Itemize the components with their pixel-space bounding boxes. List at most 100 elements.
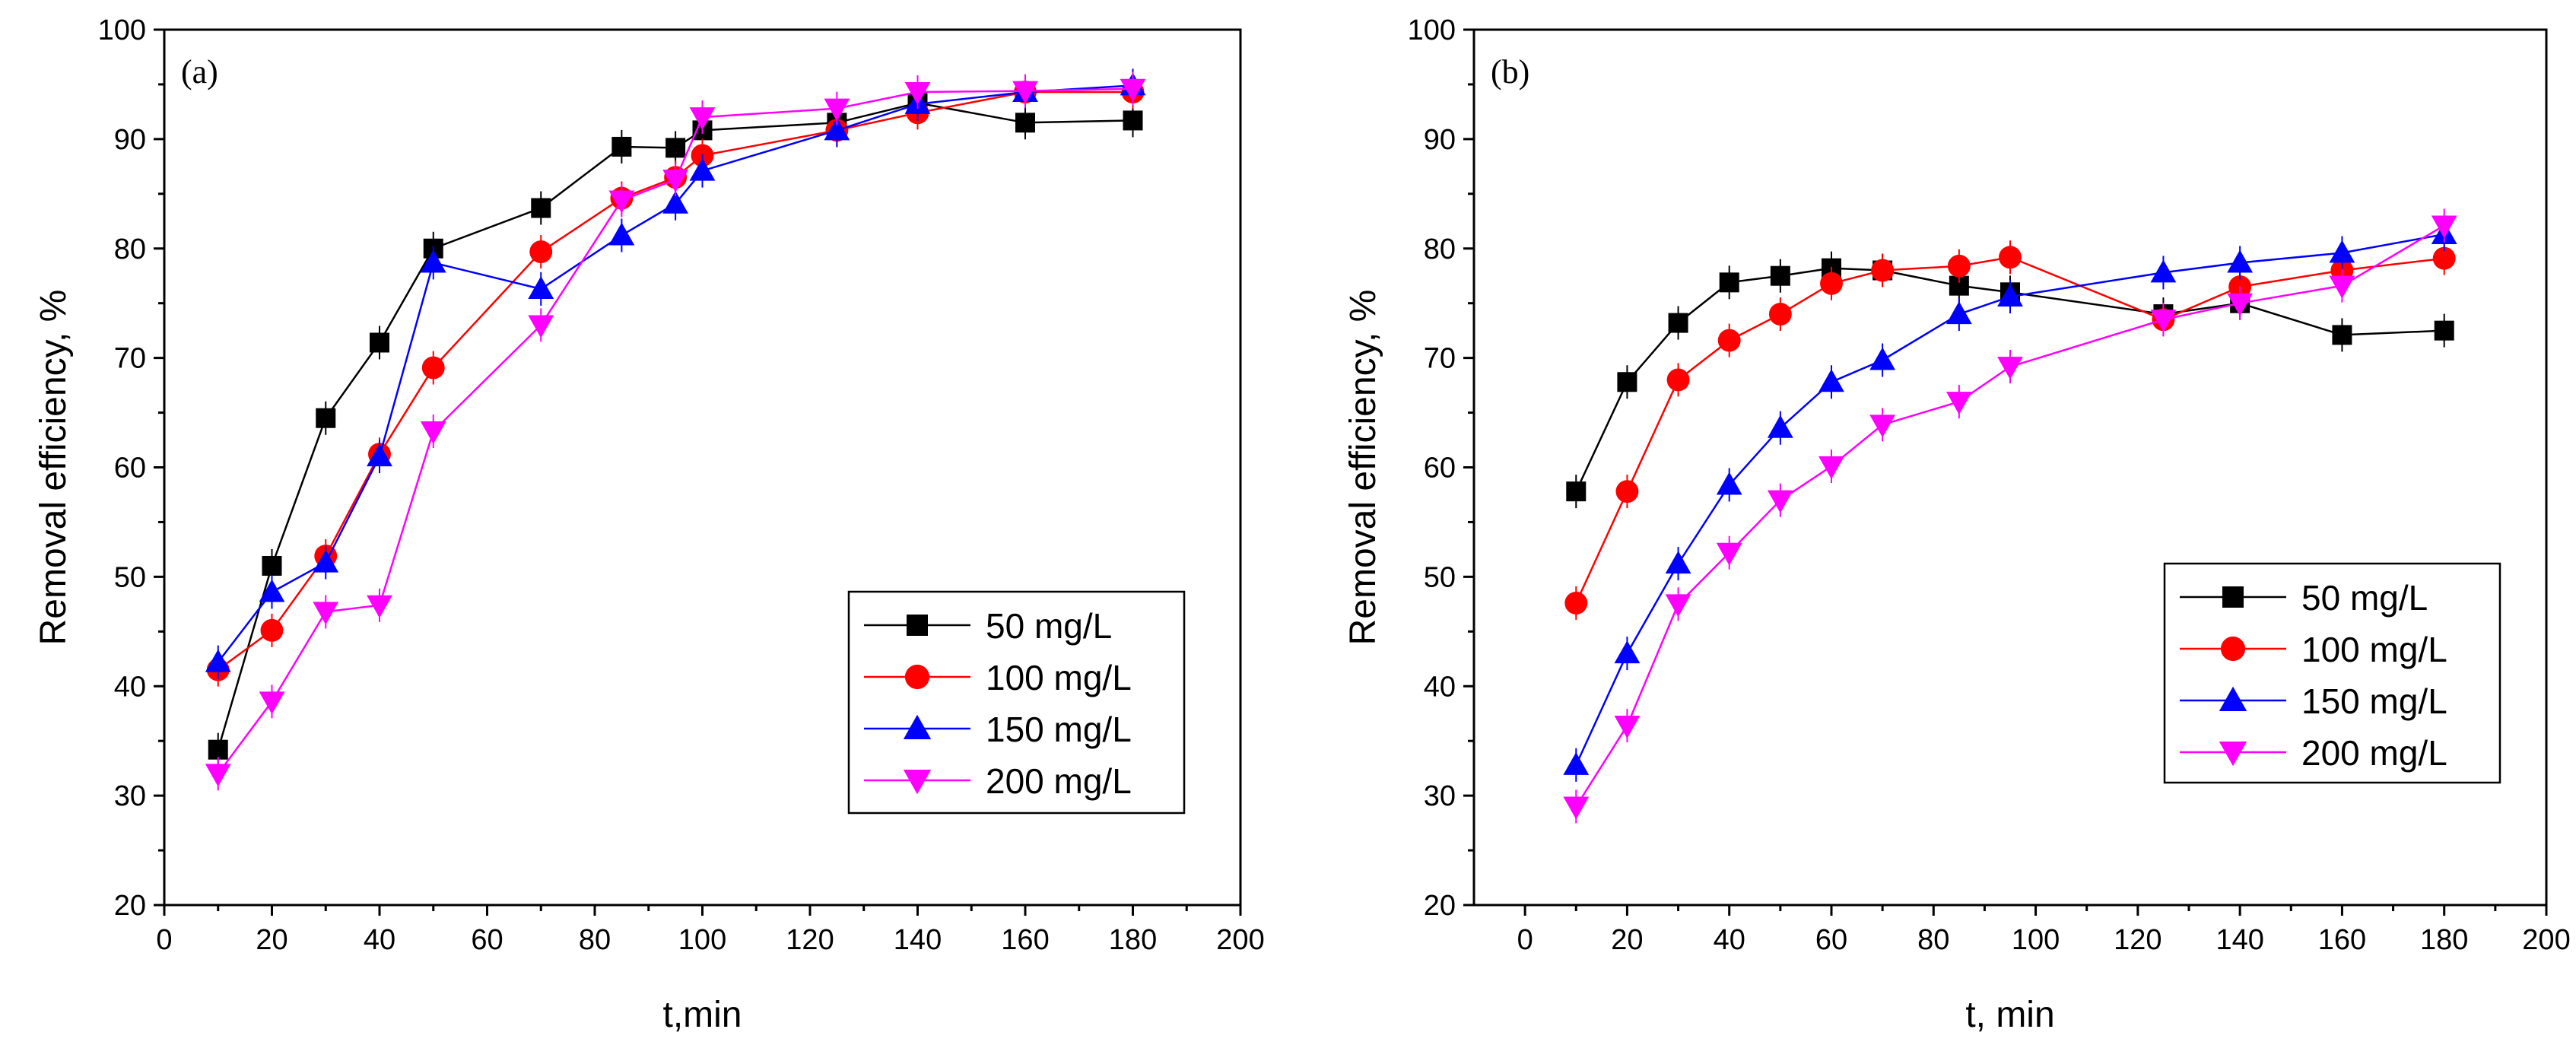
marker-triangle-down bbox=[367, 595, 392, 618]
x-tick-label: 60 bbox=[471, 924, 503, 956]
x-tick-label: 180 bbox=[1109, 924, 1157, 956]
marker-square bbox=[2434, 320, 2454, 341]
y-axis-label: Removal efficiency, % bbox=[33, 290, 74, 646]
y-tick-label: 60 bbox=[114, 453, 146, 484]
marker-triangle-down bbox=[1767, 490, 1793, 513]
marker-square bbox=[1015, 113, 1035, 133]
legend-label: 100 mg/L bbox=[986, 658, 1132, 697]
marker-circle bbox=[1871, 259, 1895, 282]
x-tick-label: 20 bbox=[1611, 924, 1643, 956]
marker-triangle-down bbox=[420, 421, 446, 444]
marker-triangle-down bbox=[1120, 78, 1146, 102]
x-tick-label: 140 bbox=[2215, 924, 2263, 956]
x-tick-label: 160 bbox=[2318, 924, 2366, 956]
panel-a: 0 20 40 60 80 100 120 140 160 180 200 20 30 40 50 60 70 8… bbox=[33, 14, 1265, 1035]
marker-square bbox=[1617, 372, 1637, 392]
marker-triangle-down bbox=[2329, 275, 2355, 299]
marker-square bbox=[316, 408, 336, 428]
legend-label: 150 mg/L bbox=[2301, 681, 2447, 721]
legend-label: 200 mg/L bbox=[986, 761, 1132, 801]
marker-circle bbox=[421, 356, 445, 380]
x-axis-label: t, min bbox=[1965, 995, 2054, 1035]
marker-triangle-down bbox=[2431, 215, 2457, 239]
x-tick-label: 80 bbox=[579, 924, 611, 956]
marker-triangle-up bbox=[1614, 640, 1641, 664]
marker-square bbox=[2222, 586, 2244, 608]
y-tick-label: 50 bbox=[1424, 561, 1456, 593]
marker-triangle-up bbox=[689, 157, 716, 181]
marker-circle bbox=[1615, 480, 1639, 503]
y-tick-label: 40 bbox=[114, 671, 146, 703]
y-tick-label: 100 bbox=[98, 14, 146, 46]
marker-triangle-up bbox=[662, 190, 689, 214]
marker-triangle-up bbox=[2329, 240, 2355, 263]
x-tick-label: 80 bbox=[1917, 924, 1949, 956]
marker-triangle-up bbox=[1563, 751, 1590, 775]
x-tick-label: 100 bbox=[678, 924, 726, 956]
marker-triangle-down bbox=[1665, 594, 1691, 618]
legend: 50 mg/L 100 mg/L 150 mg/L 200 mg/L bbox=[847, 590, 1186, 815]
x-tick-label: 0 bbox=[1517, 924, 1533, 956]
marker-triangle-up bbox=[2219, 686, 2247, 711]
marker-triangle-up bbox=[2227, 249, 2254, 273]
marker-triangle-up bbox=[205, 649, 231, 672]
marker-triangle-down bbox=[1716, 542, 1742, 566]
y-tick-label: 70 bbox=[1424, 343, 1456, 375]
y-tick-label: 30 bbox=[114, 780, 146, 812]
marker-circle bbox=[1717, 329, 1741, 352]
y-tick-label: 90 bbox=[114, 124, 146, 156]
x-tick-label: 180 bbox=[2420, 924, 2468, 956]
series-200mgL bbox=[1563, 208, 2457, 824]
marker-square bbox=[611, 136, 632, 157]
legend-label: 50 mg/L bbox=[986, 606, 1112, 646]
panel-label: (b) bbox=[1491, 53, 1529, 91]
x-tick-label: 100 bbox=[2012, 924, 2060, 956]
marker-square bbox=[262, 555, 282, 576]
series-150mgL bbox=[1563, 218, 2457, 782]
y-tick-label: 60 bbox=[1424, 453, 1456, 484]
marker-triangle-up bbox=[1665, 551, 1691, 574]
marker-triangle-down bbox=[1869, 415, 1896, 438]
x-tick-label: 120 bbox=[2114, 924, 2161, 956]
marker-triangle-up bbox=[1997, 284, 2023, 307]
marker-triangle-up bbox=[903, 714, 932, 739]
x-tick-label: 200 bbox=[2522, 924, 2570, 956]
y-tick-label: 100 bbox=[1408, 14, 1456, 46]
marker-circle bbox=[1999, 246, 2022, 269]
marker-triangle-down bbox=[205, 764, 231, 787]
marker-triangle-up bbox=[1945, 301, 1972, 325]
marker-triangle-up bbox=[1716, 472, 1742, 495]
marker-triangle-up bbox=[1818, 369, 1844, 392]
marker-triangle-up bbox=[367, 443, 392, 467]
marker-triangle-up bbox=[313, 549, 339, 573]
marker-square bbox=[1719, 272, 1739, 293]
marker-square bbox=[1123, 110, 1143, 131]
series-200mgL bbox=[205, 71, 1146, 791]
legend-label: 150 mg/L bbox=[986, 710, 1132, 749]
y-tick-label: 30 bbox=[1424, 780, 1456, 812]
marker-triangle-up bbox=[2150, 259, 2177, 283]
marker-triangle-down bbox=[2227, 293, 2254, 316]
marker-triangle-up bbox=[608, 222, 635, 246]
x-tick-label: 120 bbox=[786, 924, 834, 956]
legend-box bbox=[847, 590, 1186, 815]
x-tick-label: 60 bbox=[1815, 924, 1847, 956]
marker-circle bbox=[1768, 303, 1792, 326]
marker-triangle-down bbox=[689, 107, 716, 130]
x-tick-label: 40 bbox=[364, 924, 395, 956]
marker-triangle-down bbox=[608, 190, 635, 214]
x-tick-label: 20 bbox=[256, 924, 287, 956]
marker-triangle-down bbox=[259, 691, 285, 715]
marker-circle bbox=[529, 240, 553, 264]
marker-triangle-down bbox=[1012, 81, 1038, 104]
x-tick-label: 140 bbox=[894, 924, 942, 956]
marker-circle bbox=[904, 664, 930, 690]
marker-square bbox=[1566, 481, 1587, 502]
marker-triangle-down bbox=[904, 82, 931, 105]
legend-label: 100 mg/L bbox=[2301, 630, 2447, 669]
marker-triangle-down bbox=[1614, 716, 1641, 738]
marker-triangle-down bbox=[528, 315, 554, 338]
marker-triangle-down bbox=[2150, 310, 2177, 333]
marker-triangle-down bbox=[662, 170, 689, 193]
